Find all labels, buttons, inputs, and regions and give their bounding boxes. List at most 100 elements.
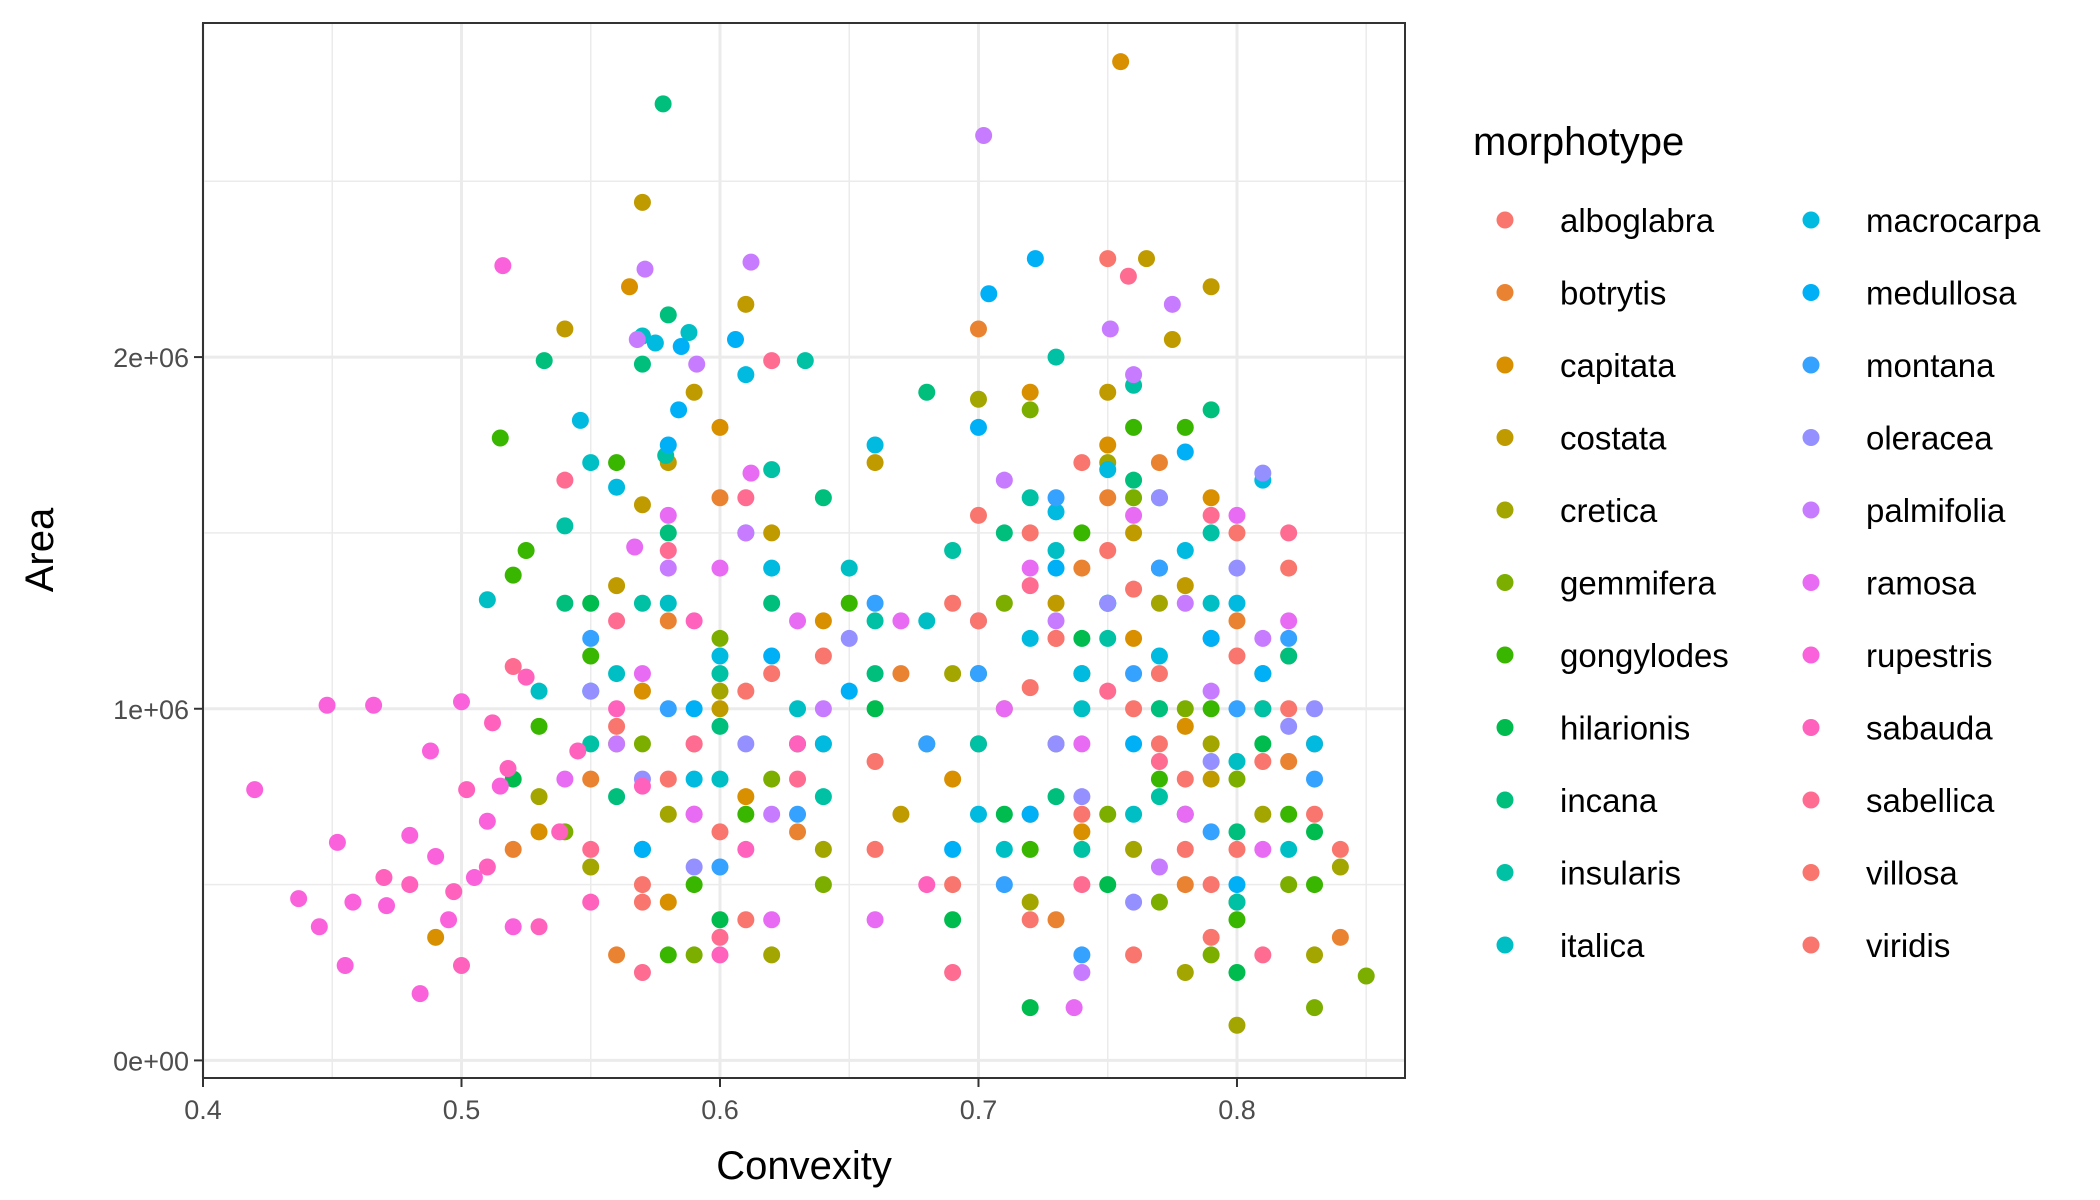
data-point-macrocarpa — [1306, 735, 1324, 753]
data-point-gemmifera — [1099, 805, 1117, 823]
data-point-macrocarpa — [1150, 647, 1168, 665]
data-point-palmifolia — [995, 471, 1013, 489]
data-point-oleracea — [1073, 788, 1091, 806]
data-point-alboglabra — [1099, 250, 1117, 268]
data-point-rupestris — [401, 826, 419, 844]
data-point-oleracea — [1047, 735, 1065, 753]
data-point-incana — [763, 594, 781, 612]
data-point-villosa — [1073, 805, 1091, 823]
data-point-ramosa — [1065, 999, 1083, 1017]
legend-key-sabellica — [1802, 791, 1820, 809]
data-point-palmifolia — [659, 559, 677, 577]
data-point-cretica — [1021, 893, 1039, 911]
legend-label-ramosa: ramosa — [1866, 565, 1977, 602]
data-point-macrocarpa — [1073, 665, 1091, 683]
data-point-botrytis — [1150, 454, 1168, 472]
data-point-costata — [763, 524, 781, 542]
data-point-insularis — [763, 461, 781, 479]
data-point-macrocarpa — [685, 770, 703, 788]
data-point-sabellica — [711, 928, 729, 946]
legend-key-hilarionis — [1496, 719, 1514, 736]
data-point-viridis — [814, 647, 832, 665]
data-point-villosa — [1125, 580, 1143, 598]
data-point-rupestris — [328, 833, 346, 851]
data-point-viridis — [866, 753, 884, 770]
data-point-alboglabra — [1021, 524, 1039, 542]
legend-label-gongylodes: gongylodes — [1560, 637, 1729, 674]
data-point-alboglabra — [1125, 700, 1143, 718]
data-point-costata — [711, 700, 729, 718]
data-point-gongylodes — [1073, 524, 1091, 542]
data-point-macrocarpa — [1047, 503, 1065, 521]
data-point-palmifolia — [608, 735, 626, 753]
data-point-alboglabra — [763, 665, 781, 683]
data-point-insularis — [582, 735, 600, 753]
data-point-oleracea — [582, 682, 600, 700]
legend-label-cretica: cretica — [1560, 492, 1658, 529]
data-point-italica — [582, 454, 600, 472]
data-point-macrocarpa — [1099, 461, 1117, 479]
data-point-gongylodes — [840, 594, 858, 612]
data-point-oleracea — [1254, 464, 1272, 482]
data-point-italica — [1202, 594, 1220, 612]
data-point-sabellica — [763, 352, 781, 370]
data-point-gemmifera — [711, 629, 729, 647]
data-point-sabellica — [685, 735, 703, 753]
data-point-cretica — [944, 665, 962, 683]
data-point-capitata — [814, 612, 832, 630]
data-point-italica — [1228, 753, 1246, 770]
data-point-incana — [1125, 471, 1143, 489]
data-point-insularis — [556, 517, 574, 535]
legend-key-palmifolia — [1802, 501, 1820, 519]
data-point-sabauda — [530, 918, 548, 936]
data-point-sabellica — [608, 612, 626, 630]
data-point-villosa — [1280, 700, 1298, 718]
data-point-cretica — [1176, 964, 1194, 981]
data-point-italica — [1280, 840, 1298, 858]
data-points — [246, 53, 1375, 1034]
legend-label-alboglabra: alboglabra — [1560, 202, 1715, 239]
data-point-sabauda — [633, 777, 651, 795]
data-point-montana — [1150, 559, 1168, 577]
data-point-sabellica — [1021, 577, 1039, 595]
data-point-hilarionis — [866, 700, 884, 718]
x-tick-label: 0.6 — [701, 1095, 739, 1125]
data-point-oleracea — [685, 858, 703, 876]
data-point-oleracea — [1099, 594, 1117, 612]
data-point-capitata — [1202, 489, 1220, 507]
data-point-insularis — [866, 612, 884, 630]
data-point-incana — [535, 352, 553, 370]
legend-key-macrocarpa — [1802, 211, 1820, 229]
data-point-gemmifera — [1357, 967, 1375, 985]
data-point-capitata — [530, 823, 548, 841]
data-point-montana — [1228, 700, 1246, 718]
data-point-ramosa — [1176, 805, 1194, 823]
legend-label-incana: incana — [1560, 782, 1658, 819]
data-point-medullosa — [1026, 250, 1044, 268]
y-tick-label: 1e+06 — [113, 695, 189, 725]
data-point-oleracea — [840, 629, 858, 647]
data-point-gongylodes — [1280, 805, 1298, 823]
data-point-alboglabra — [737, 911, 755, 929]
data-point-gemmifera — [633, 735, 651, 753]
data-point-alboglabra — [866, 840, 884, 858]
data-point-ramosa — [1021, 559, 1039, 577]
data-point-italica — [659, 594, 677, 612]
data-point-gemmifera — [1176, 700, 1194, 718]
data-point-rupestris — [478, 812, 496, 830]
data-point-costata — [633, 496, 651, 514]
data-point-cretica — [659, 805, 677, 823]
data-point-costata — [1138, 250, 1156, 268]
data-point-palmifolia — [1125, 366, 1143, 384]
data-point-villosa — [1021, 679, 1039, 697]
legend-key-capitata — [1496, 356, 1514, 374]
data-point-incana — [814, 489, 832, 507]
legend-key-costata — [1496, 429, 1514, 446]
data-point-capitata — [1021, 383, 1039, 401]
data-point-sabellica — [789, 770, 807, 788]
data-point-incana — [918, 383, 936, 401]
data-point-alboglabra — [1150, 665, 1168, 683]
data-point-hilarionis — [582, 594, 600, 612]
x-tick-label: 0.7 — [960, 1095, 998, 1125]
data-point-costata — [1125, 524, 1143, 542]
